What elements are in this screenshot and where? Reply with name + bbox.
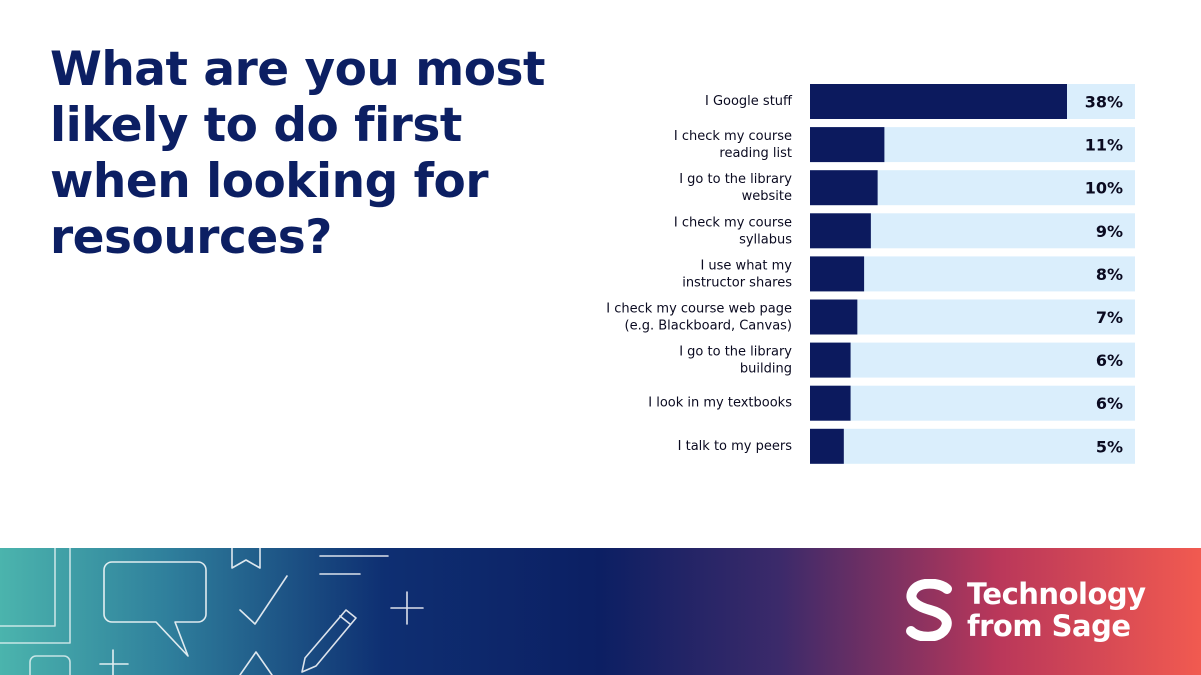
category-label: I check my course reading list: [674, 129, 792, 161]
value-label: 6%: [1096, 351, 1123, 370]
category-label: I Google stuff: [705, 94, 793, 109]
bar: [810, 385, 851, 421]
value-label: 8%: [1096, 265, 1123, 284]
category-label-line: (e.g. Blackboard, Canvas): [625, 319, 792, 334]
category-label-line: I Google stuff: [705, 94, 793, 109]
category-label: I look in my textbooks: [648, 396, 792, 411]
bar: [810, 84, 1067, 119]
bar-track: [810, 342, 1135, 378]
value-label: 11%: [1085, 136, 1123, 155]
category-label: I go to the library website: [679, 172, 792, 204]
bar: [810, 127, 885, 163]
category-label-line: I go to the library: [679, 172, 792, 187]
category-label-line: I use what my: [700, 258, 792, 273]
value-label: 5%: [1096, 437, 1123, 456]
category-label-line: building: [740, 362, 792, 377]
brand-logo: Technology from Sage: [905, 578, 1146, 642]
category-label-line: I go to the library: [679, 345, 792, 360]
sage-s-icon: [906, 579, 952, 641]
category-label-line: I check my course: [674, 215, 792, 230]
bar-track: [810, 256, 1135, 292]
bar: [810, 299, 858, 335]
category-label: I talk to my peers: [678, 439, 793, 454]
bar: [810, 170, 878, 206]
category-label-line: syllabus: [739, 232, 792, 247]
bar: [810, 342, 851, 378]
value-label: 10%: [1085, 179, 1123, 198]
footer-banner: Technology from Sage: [0, 548, 1201, 675]
category-label: I go to the library building: [679, 345, 792, 377]
bar: [810, 428, 844, 464]
bar: [810, 256, 865, 292]
category-label-line: website: [742, 189, 792, 204]
value-label: 6%: [1096, 394, 1123, 413]
category-label: I check my course web page (e.g. Blackboa…: [606, 302, 792, 334]
category-label: I check my course syllabus: [674, 215, 792, 247]
page-title: What are you most likely to do first whe…: [50, 42, 545, 265]
category-label: I use what my instructor shares: [682, 258, 792, 290]
bar: [810, 213, 871, 249]
bar-track: [810, 385, 1135, 421]
value-label: 38%: [1085, 93, 1123, 112]
brand-line-1: Technology: [967, 577, 1146, 611]
category-label-line: I look in my textbooks: [648, 396, 792, 411]
value-label: 9%: [1096, 222, 1123, 241]
bar-track: [810, 299, 1135, 335]
value-label: 7%: [1096, 308, 1123, 327]
category-label-line: instructor shares: [682, 275, 792, 290]
category-label-line: I check my course: [674, 129, 792, 144]
footer-decoration: [0, 548, 424, 675]
category-label-line: reading list: [719, 146, 792, 161]
bar-track: [810, 428, 1135, 464]
category-label-line: I talk to my peers: [678, 439, 793, 454]
brand-line-2: from Sage: [967, 609, 1131, 643]
bar-chart: 38% I Google stuff 11% I check my course rea…: [606, 84, 1135, 464]
category-label-line: I check my course web page: [606, 302, 792, 317]
